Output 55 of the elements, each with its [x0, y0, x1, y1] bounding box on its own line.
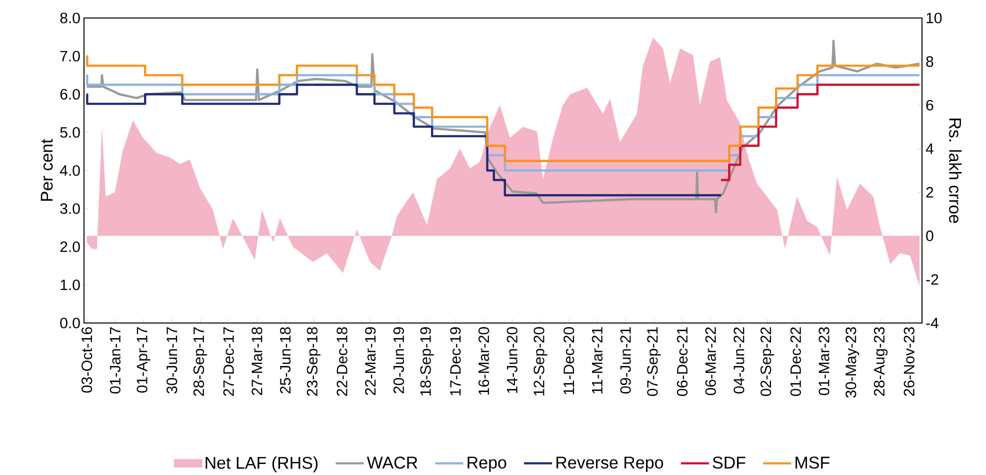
x-tick-label: 26-Nov-23	[904, 327, 914, 396]
y2-axis-title: Rs. lakh crroe	[949, 118, 962, 223]
x-tick-label: 27-Mar-18	[252, 327, 262, 395]
x-tick-label: 01-Mar-23	[818, 327, 830, 396]
x-tick-label: 06-Mar-22	[705, 327, 716, 396]
x-tick-label: 28-Aug-23	[874, 327, 888, 396]
y2-tick-label: 0	[926, 230, 934, 242]
x-tick-label: 04-Jun-22	[734, 327, 744, 394]
x-tick-label: 23-Sep-18	[306, 327, 320, 396]
x-tick-label: 03-Oct-16	[82, 327, 92, 393]
x-tick-label: 01-Dec-22	[790, 327, 801, 396]
x-tick-label: 07-Sep-21	[647, 327, 661, 396]
y2-tick-label: 6	[926, 100, 934, 110]
y2-tick-label: 2	[926, 187, 934, 198]
x-tick-label: 27-Dec-17	[223, 327, 234, 396]
y-tick-label: 5.0	[60, 127, 80, 138]
legend-label: Repo	[468, 456, 506, 472]
x-tick-label: 22-Dec-18	[336, 327, 348, 396]
x-tick-label: 30-May-23	[846, 327, 860, 398]
legend-label: WACR	[366, 456, 418, 469]
y-tick-label: 4.0	[60, 165, 80, 176]
x-tick-label: 11-Dec-20	[564, 327, 574, 394]
x-tick-label: 01-Apr-17	[136, 327, 150, 393]
y-tick-label: 8.0	[60, 12, 80, 24]
y-tick-label: 3.0	[60, 203, 80, 214]
x-tick-label: 20-Jun-19	[393, 327, 404, 394]
x-tick-label: 18-Sep-19	[420, 327, 434, 396]
x-tick-label: 25-Jun-18	[280, 327, 291, 394]
y-tick-label: 7.0	[60, 50, 80, 62]
y2-tick-label: -2	[926, 274, 938, 285]
y2-tick-label: 4	[926, 144, 934, 154]
y-axis-title: Per cent	[40, 139, 53, 201]
legend-label: SDF	[712, 456, 746, 469]
x-tick-label: 11-Mar-21	[592, 327, 603, 394]
legend-label: Reverse Repo	[556, 456, 664, 472]
x-tick-label: 16-Mar-20	[478, 327, 490, 395]
x-tick-label: 09-Jun-21	[620, 327, 631, 394]
x-tick-label: 28-Sep-17	[193, 327, 208, 396]
x-tick-label: 22-Mar-19	[365, 327, 376, 395]
y-tick-label: 2.0	[60, 241, 80, 252]
legend-label: Net LAF (RHS)	[206, 456, 318, 472]
x-tick-label: 02-Sep-22	[760, 327, 774, 396]
x-tick-label: 30-Jun-17	[166, 327, 178, 394]
y2-tick-label: -4	[926, 318, 938, 328]
x-tick-label: 17-Dec-19	[450, 327, 461, 396]
y2-tick-label: 10	[926, 12, 942, 24]
x-tick-label: 06-Dec-21	[676, 327, 688, 396]
y-tick-label: 0.0	[60, 318, 80, 328]
x-tick-label: 12-Sep-20	[534, 327, 548, 396]
legend-label: MSF	[796, 456, 830, 469]
x-tick-label: 01-Jan-17	[110, 327, 120, 394]
y-tick-label: 1.0	[60, 280, 80, 290]
y2-tick-label: 8	[926, 56, 934, 67]
x-tick-label: 14-Jun-20	[506, 327, 518, 393]
y-tick-label: 6.0	[60, 88, 80, 100]
